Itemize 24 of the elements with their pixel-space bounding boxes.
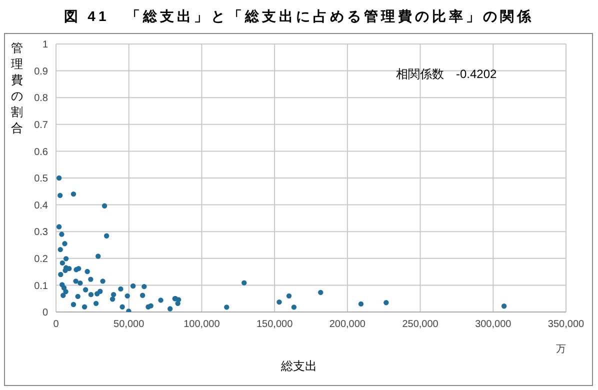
x-tick-label: 100,000 bbox=[184, 319, 220, 330]
x-tick-label: 350,000 bbox=[548, 319, 585, 330]
y-tick-label: 0.7 bbox=[34, 120, 48, 131]
annotation: 相関係数 -0.4202 bbox=[395, 66, 498, 83]
x-axis-title: 総支出 bbox=[280, 358, 318, 375]
x-tick-label: 0 bbox=[53, 319, 60, 330]
text: 万 bbox=[556, 343, 566, 356]
y-tick-label: 0 bbox=[42, 308, 48, 319]
y-tick-label: 0.4 bbox=[34, 200, 48, 212]
y-tick-label: 0.6 bbox=[34, 146, 48, 158]
y-axis-title: 管理費の割合 bbox=[10, 40, 24, 136]
x-tick-label: 250,000 bbox=[402, 319, 439, 330]
x-tick-label: 50,000 bbox=[114, 319, 145, 330]
x-tick-label: 300,000 bbox=[475, 319, 512, 330]
y-tick-label: 0.9 bbox=[34, 66, 48, 78]
x-tick-label: 150,000 bbox=[256, 319, 294, 330]
y-tick-label: 0.1 bbox=[34, 280, 48, 292]
y-tick-label: 1 bbox=[42, 40, 48, 51]
chart-title: 図 41 「総支出」と「総支出に占める管理費の比率」の関係 bbox=[62, 8, 536, 26]
y-tick-label: 0.3 bbox=[34, 227, 48, 238]
y-tick-label: 0.8 bbox=[34, 93, 48, 104]
x-tick-label: 200,000 bbox=[329, 319, 366, 330]
y-tick-label: 0.2 bbox=[34, 254, 48, 265]
y-tick-label: 0.5 bbox=[34, 174, 48, 185]
